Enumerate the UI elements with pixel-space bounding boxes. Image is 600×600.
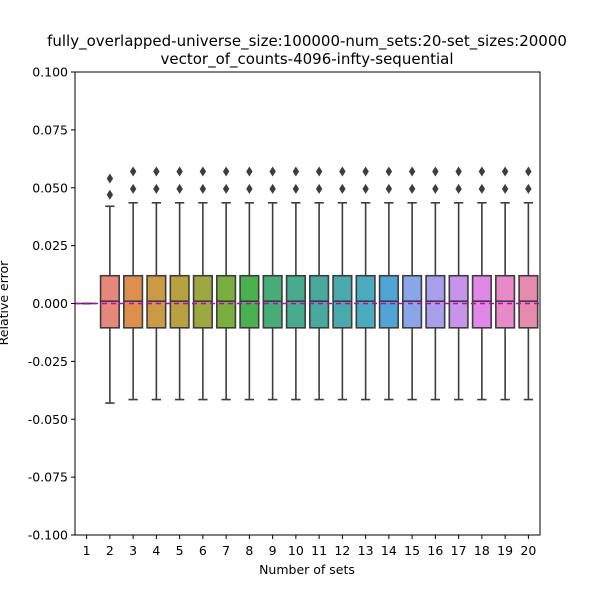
x-tick-label: 17 [451,543,467,558]
outlier-point [129,183,137,194]
chart-title-line2: vector_of_counts-4096-infty-sequential [161,50,454,69]
outlier-point [408,166,416,177]
outlier-point [339,166,346,177]
outlier-point [385,166,393,177]
outlier-point [478,166,486,177]
box-group [123,166,144,401]
outlier-point [153,166,160,177]
box-group [448,166,469,401]
box-group [99,173,120,404]
x-tick-label: 1 [83,543,91,558]
outlier-point [501,183,509,194]
box-group [262,166,283,401]
box-group [378,166,399,401]
outlier-point [432,183,439,194]
outlier-point [153,183,160,194]
outlier-point [455,166,462,177]
box-group [285,166,306,401]
y-tick-label: 0.100 [32,65,68,80]
x-tick-label: 20 [520,543,536,558]
outlier-point [315,183,323,194]
x-tick-label: 18 [474,543,490,558]
y-tick-label: -0.100 [28,528,68,543]
outlier-point [106,173,114,184]
x-tick-label: 11 [311,543,327,558]
y-tick-label: 0.025 [32,238,68,253]
outlier-point [455,183,462,194]
x-tick-label: 13 [358,543,374,558]
outlier-point [478,183,486,194]
box-group [425,166,446,401]
outlier-point [292,166,300,177]
outlier-point [525,183,532,194]
outlier-point [292,183,300,194]
x-tick-label: 19 [497,543,513,558]
box-group [192,166,213,401]
x-tick-label: 14 [381,543,397,558]
x-tick-label: 16 [427,543,443,558]
plot-area [75,166,540,404]
outlier-point [432,166,439,177]
y-tick-label: 0.050 [32,180,68,195]
y-tick-label: -0.050 [28,412,68,427]
box-group [216,166,237,401]
x-tick-label: 4 [152,543,160,558]
y-tick-label: 0.000 [32,296,68,311]
box-group [169,166,190,401]
outlier-point [385,183,393,194]
outlier-point [176,166,183,177]
y-tick-label: -0.025 [28,354,68,369]
outlier-point [129,166,137,177]
x-tick-label: 10 [288,543,304,558]
outlier-point [408,183,416,194]
x-tick-label: 12 [334,543,350,558]
box-group [402,166,423,401]
x-tick-label: 15 [404,543,420,558]
outlier-point [106,189,114,200]
outlier-point [269,166,276,177]
x-tick-label: 9 [269,543,277,558]
outlier-point [362,183,369,194]
x-tick-label: 8 [245,543,253,558]
y-axis-label: Relative error [0,260,11,346]
outlier-point [222,183,230,194]
x-tick-label: 3 [129,543,137,558]
outlier-point [362,166,369,177]
box-group [332,166,353,401]
x-tick-label: 7 [222,543,230,558]
outlier-point [199,166,207,177]
outlier-point [315,166,323,177]
axes-frame [74,71,541,536]
box-group [309,166,330,401]
y-tick-label: -0.075 [28,470,68,485]
box-group [495,166,516,401]
outlier-point [269,183,276,194]
x-tick-label: 2 [106,543,114,558]
box-group [355,166,376,401]
chart-title-line1: fully_overlapped-universe_size:100000-nu… [47,32,567,51]
outlier-point [501,166,509,177]
outlier-point [199,183,207,194]
y-tick-label: 0.075 [32,122,68,137]
x-axis-label: Number of sets [259,562,355,577]
box-group [471,166,492,401]
outlier-point [525,166,532,177]
outlier-point [246,166,253,177]
x-tick-label: 5 [176,543,184,558]
box-group [518,166,539,401]
outlier-point [246,183,253,194]
outlier-point [222,166,230,177]
outlier-point [339,183,346,194]
x-tick-label: 6 [199,543,207,558]
box-group [146,166,167,401]
box-group [239,166,260,401]
outlier-point [176,183,183,194]
